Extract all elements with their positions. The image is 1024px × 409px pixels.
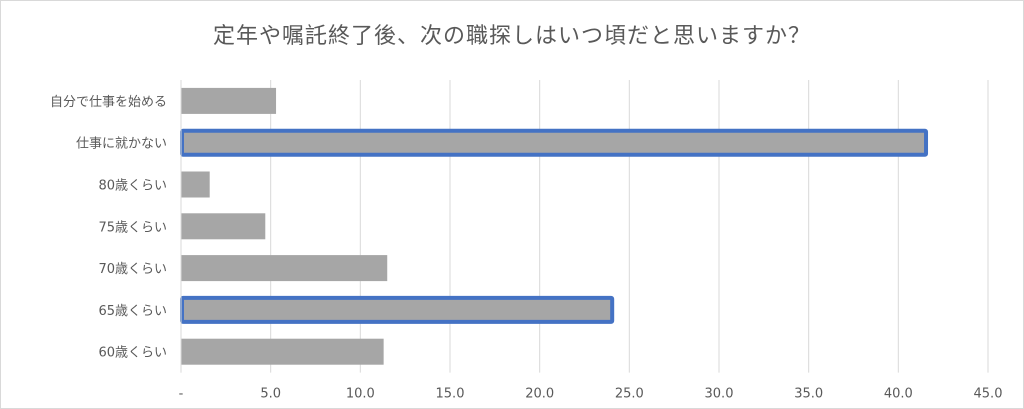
bar [181, 338, 384, 365]
x-tick-label: 10.0 [346, 387, 375, 402]
x-tick-label: 25.0 [615, 387, 644, 402]
x-tick-label: 15.0 [436, 387, 465, 402]
bar [181, 87, 277, 114]
x-tick-label: - [179, 387, 184, 402]
category-label: 自分で仕事を始める [50, 95, 167, 110]
x-tick-label: 5.0 [260, 387, 281, 402]
bar-highlighted [180, 295, 615, 324]
bar-highlighted [180, 128, 929, 157]
category-label: 80歳くらい [98, 179, 167, 194]
category-label: 60歳くらい [98, 346, 167, 361]
bar [181, 213, 266, 240]
bar [181, 171, 210, 198]
bar [181, 255, 388, 282]
x-tick-label: 35.0 [794, 387, 823, 402]
category-label: 70歳くらい [98, 262, 167, 277]
category-label: 仕事に就かない [76, 137, 167, 152]
x-tick-label: 40.0 [884, 387, 913, 402]
category-label: 75歳くらい [98, 220, 167, 235]
x-tick-label: 30.0 [705, 387, 734, 402]
category-label: 65歳くらい [98, 304, 167, 319]
x-tick-label: 45.0 [974, 387, 1003, 402]
chart-title: 定年や嘱託終了後、次の職探しはいつ頃だと思いますか？ [212, 24, 811, 49]
x-tick-label: 20.0 [525, 387, 554, 402]
